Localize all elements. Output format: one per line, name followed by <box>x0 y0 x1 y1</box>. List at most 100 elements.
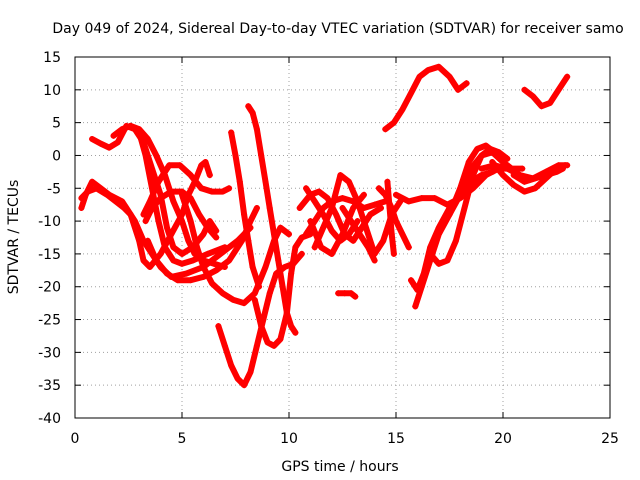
data-point-marker <box>187 172 194 179</box>
data-point-marker <box>393 218 399 225</box>
data-point-marker <box>187 277 194 284</box>
data-point-marker <box>200 264 207 271</box>
data-point-marker <box>264 339 271 346</box>
series-arc-31 <box>339 204 378 264</box>
data-point-marker <box>238 237 245 244</box>
data-point-marker <box>318 244 325 251</box>
data-point-marker <box>179 218 185 225</box>
data-point-marker <box>253 204 260 211</box>
data-point-marker <box>206 218 213 225</box>
data-point-marker <box>352 293 359 300</box>
data-point-marker <box>161 244 168 251</box>
data-point-marker <box>311 244 318 251</box>
data-point-marker <box>418 195 425 202</box>
data-point-marker <box>405 244 412 251</box>
data-point-marker <box>106 144 113 151</box>
data-point-marker <box>521 188 528 195</box>
data-point-marker <box>491 162 498 169</box>
data-point-marker <box>168 188 175 195</box>
x-tick-label: 25 <box>601 431 619 447</box>
data-point-marker <box>348 218 355 225</box>
y-tick-label: -25 <box>38 313 61 329</box>
data-point-marker <box>198 185 205 192</box>
data-point-marker <box>196 211 203 218</box>
data-point-marker <box>144 237 151 244</box>
data-point-marker <box>288 270 295 277</box>
y-tick-label: -15 <box>38 247 61 263</box>
data-point-marker <box>251 296 258 303</box>
data-point-marker <box>390 119 397 126</box>
data-point-marker <box>298 250 305 257</box>
data-point-marker <box>320 224 327 231</box>
data-point-marker <box>119 198 126 205</box>
series-arc-12 <box>251 231 314 349</box>
data-point-marker <box>328 204 335 211</box>
data-point-marker <box>303 231 310 238</box>
y-tick-label: -35 <box>38 378 61 394</box>
data-point-marker <box>110 132 117 139</box>
data-point-marker <box>228 129 235 136</box>
data-point-marker <box>179 260 185 267</box>
data-point-marker <box>253 126 260 133</box>
data-point-marker <box>474 145 481 152</box>
data-point-marker <box>174 277 181 284</box>
data-point-marker <box>478 172 485 179</box>
data-point-marker <box>365 244 372 251</box>
data-point-marker <box>431 195 438 202</box>
data-point-marker <box>519 165 526 172</box>
data-point-marker <box>106 191 113 198</box>
data-point-marker <box>200 231 207 238</box>
data-point-marker <box>241 211 248 218</box>
data-point-marker <box>187 195 194 202</box>
data-point-marker <box>247 218 254 225</box>
data-point-marker <box>371 257 378 264</box>
data-point-marker <box>256 283 263 290</box>
data-point-marker <box>532 175 539 182</box>
data-point-marker <box>298 234 305 241</box>
series-arc-32 <box>384 178 397 257</box>
data-point-marker <box>230 296 237 303</box>
data-point-marker <box>553 168 560 175</box>
data-point-marker <box>245 237 252 244</box>
data-point-marker <box>435 260 442 267</box>
data-point-marker <box>78 204 85 211</box>
data-point-marker <box>215 323 222 330</box>
data-point-marker <box>279 283 286 290</box>
data-point-marker <box>354 218 361 225</box>
data-point-marker <box>153 257 160 264</box>
series-layer <box>78 63 571 389</box>
data-point-marker <box>183 270 190 277</box>
data-point-marker <box>136 126 143 133</box>
data-point-marker <box>82 191 89 198</box>
data-point-marker <box>187 218 194 225</box>
data-point-marker <box>149 204 156 211</box>
data-point-marker <box>226 185 233 192</box>
data-point-marker <box>510 181 517 188</box>
series-arc-21 <box>382 63 470 133</box>
data-point-marker <box>380 237 387 244</box>
data-point-marker <box>324 195 331 202</box>
x-tick-label: 20 <box>494 431 512 447</box>
data-point-marker <box>146 264 153 271</box>
data-point-marker <box>97 140 104 147</box>
data-point-marker <box>292 329 299 336</box>
data-point-marker <box>193 244 200 251</box>
data-point-marker <box>142 218 149 225</box>
data-point-marker <box>538 103 545 110</box>
data-point-marker <box>371 201 378 208</box>
data-point-marker <box>339 204 346 211</box>
data-point-marker <box>482 142 489 149</box>
data-point-marker <box>258 152 265 159</box>
data-point-marker <box>271 231 278 238</box>
x-tick-label: 0 <box>71 431 80 447</box>
data-point-marker <box>425 67 432 74</box>
data-point-marker <box>345 178 352 185</box>
plot-frame <box>74 56 611 419</box>
data-point-marker <box>386 204 393 211</box>
data-point-marker <box>251 290 258 297</box>
data-point-marker <box>418 283 425 290</box>
data-point-marker <box>198 162 205 169</box>
data-point-marker <box>500 159 506 166</box>
data-point-marker <box>296 204 303 211</box>
